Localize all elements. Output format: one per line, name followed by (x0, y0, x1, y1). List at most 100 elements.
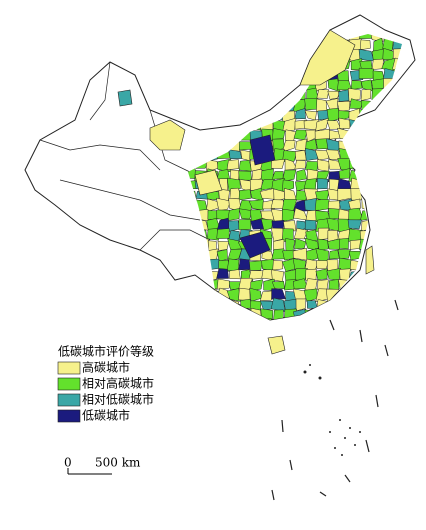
city-cell (314, 149, 329, 161)
city-cell (381, 297, 394, 309)
city-cell (383, 108, 395, 122)
city-cell (195, 298, 208, 311)
city-cell (339, 298, 350, 311)
legend-label: 相对低碳城市 (82, 392, 154, 407)
city-cell (381, 188, 396, 201)
city-cell (261, 318, 274, 320)
city-cell (205, 99, 218, 113)
city-cell (188, 308, 199, 320)
city-cell (238, 258, 251, 271)
city-cell (314, 199, 330, 212)
city-cell (337, 249, 351, 259)
city-cell (360, 178, 371, 192)
city-cell (381, 208, 395, 221)
city-cell (360, 137, 375, 152)
city-cell (273, 34, 287, 42)
province-lines (39, 61, 211, 251)
city-cell (238, 318, 251, 320)
legend-label: 低碳城市 (82, 408, 130, 423)
city-cell (188, 110, 196, 121)
city-cell (282, 169, 297, 182)
city-cell (380, 138, 395, 149)
city-cell (188, 98, 198, 113)
city-cell (238, 287, 251, 301)
city-cell (205, 319, 219, 320)
city-cell (227, 208, 240, 221)
city-cell (281, 208, 295, 222)
city-cell (271, 78, 285, 89)
city-cell (362, 277, 373, 290)
city-cell (193, 308, 209, 320)
city-cell (260, 58, 275, 71)
city-cell (193, 60, 209, 71)
city-cell (394, 288, 402, 300)
city-cell (294, 159, 306, 170)
city-cell (348, 298, 360, 311)
city-cell (371, 318, 386, 320)
city-cell (361, 319, 374, 320)
city-cell (215, 87, 232, 101)
city-cell (392, 268, 402, 282)
city-cell (216, 40, 229, 52)
city-cell (228, 319, 240, 320)
city-cell (304, 197, 317, 212)
city-cell (348, 278, 363, 292)
city-cell (215, 68, 231, 82)
region-patch (117, 89, 133, 107)
city-cell (216, 278, 231, 290)
city-cell (358, 169, 373, 182)
city-cell (348, 198, 361, 210)
city-cell (238, 159, 253, 172)
city-cell (371, 248, 384, 262)
city-cell (316, 98, 328, 112)
city-cell (393, 239, 402, 250)
city-cell (282, 150, 298, 162)
city-cell (205, 198, 220, 213)
city-cell (282, 58, 296, 73)
city-cell (392, 111, 402, 122)
city-cell (188, 298, 197, 310)
city-cell (196, 39, 208, 53)
city-cell (360, 89, 372, 101)
city-cell (392, 169, 402, 181)
city-cell (359, 128, 374, 141)
city-cell (392, 307, 402, 320)
city-cell (216, 268, 229, 279)
city-cell (317, 227, 330, 241)
city-cell (219, 78, 230, 92)
city-cell (349, 98, 364, 110)
city-cell (194, 78, 207, 92)
city-cell (360, 308, 375, 320)
city-cell (349, 119, 363, 130)
city-cell (238, 311, 254, 320)
city-cell (381, 249, 394, 263)
city-cell (381, 158, 396, 172)
city-cell (249, 88, 265, 103)
city-cell (295, 38, 308, 53)
city-cell (370, 209, 386, 221)
city-cell (249, 317, 263, 320)
city-cell (304, 98, 318, 111)
city-cell (195, 289, 208, 302)
city-cell (328, 249, 340, 260)
city-cell (206, 57, 219, 71)
city-cell (325, 288, 339, 302)
city-cell (361, 149, 373, 159)
city-cell (194, 318, 209, 320)
city-cell (260, 308, 274, 320)
city-cell (205, 68, 221, 81)
city-cell (358, 67, 375, 79)
city-cell (317, 178, 329, 190)
city-cell (395, 178, 402, 192)
city-cell (227, 80, 241, 92)
city-cell (196, 89, 207, 102)
city-cell (328, 159, 341, 170)
city-cell (188, 49, 199, 59)
city-cell (227, 39, 241, 51)
city-cell (294, 108, 306, 120)
city-cell (237, 88, 254, 100)
city-cell (347, 87, 361, 102)
city-cell (282, 34, 297, 43)
city-cell (359, 39, 371, 51)
city-cell (293, 227, 309, 240)
